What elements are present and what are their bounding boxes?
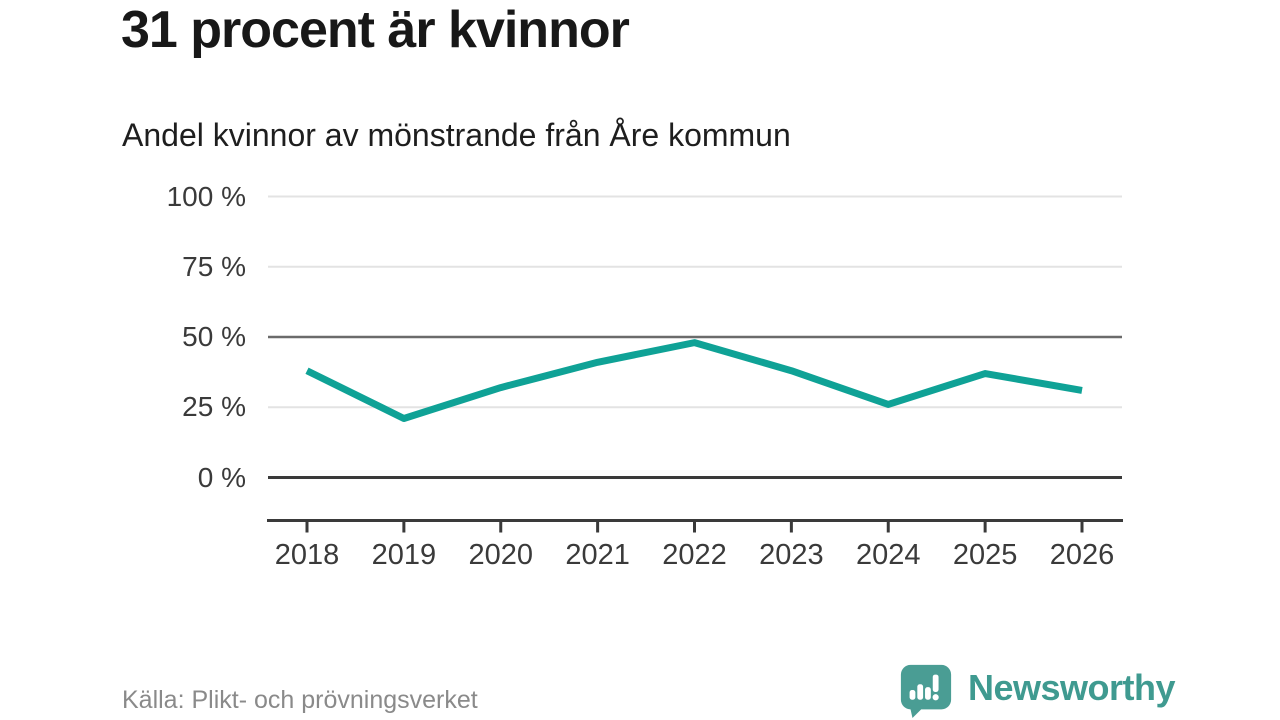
newsworthy-logo: Newsworthy — [897, 663, 1176, 719]
x-tick-label: 2022 — [662, 539, 727, 571]
x-tick-label: 2018 — [274, 539, 340, 571]
chart-title: 31 procent är kvinnor — [121, 1, 630, 59]
x-tick-label: 2024 — [855, 539, 921, 571]
newsworthy-wordmark: Newsworthy — [968, 667, 1176, 708]
y-tick-label: 25 % — [182, 391, 246, 423]
x-tick-label: 2026 — [1049, 539, 1115, 571]
x-tick-label: 2023 — [759, 539, 824, 571]
x-tick-label: 2025 — [952, 539, 1018, 571]
chart-subtitle: Andel kvinnor av mönstrande från Åre kom… — [122, 117, 791, 153]
gridlines — [268, 195, 1122, 479]
x-ticks — [305, 520, 1084, 533]
source-note: Källa: Plikt- och prövningsverket — [122, 686, 478, 714]
x-tick-label: 2020 — [468, 539, 534, 571]
x-axis-labels: 2018 2019 2020 2021 2022 2023 2024 2025 2026 — [0, 539, 1280, 579]
bar-chart-speech-bubble-icon — [900, 664, 952, 719]
y-tick-label: 0 % — [197, 461, 246, 493]
x-tick-label: 2021 — [565, 539, 630, 571]
y-axis-labels: 100 % 75 % 50 % 25 % 0 % — [0, 0, 246, 720]
data-line — [305, 339, 1083, 422]
y-tick-label: 100 % — [166, 180, 246, 212]
x-tick-label: 2019 — [371, 539, 437, 571]
y-tick-label: 75 % — [182, 250, 246, 282]
y-tick-label: 50 % — [182, 321, 246, 352]
